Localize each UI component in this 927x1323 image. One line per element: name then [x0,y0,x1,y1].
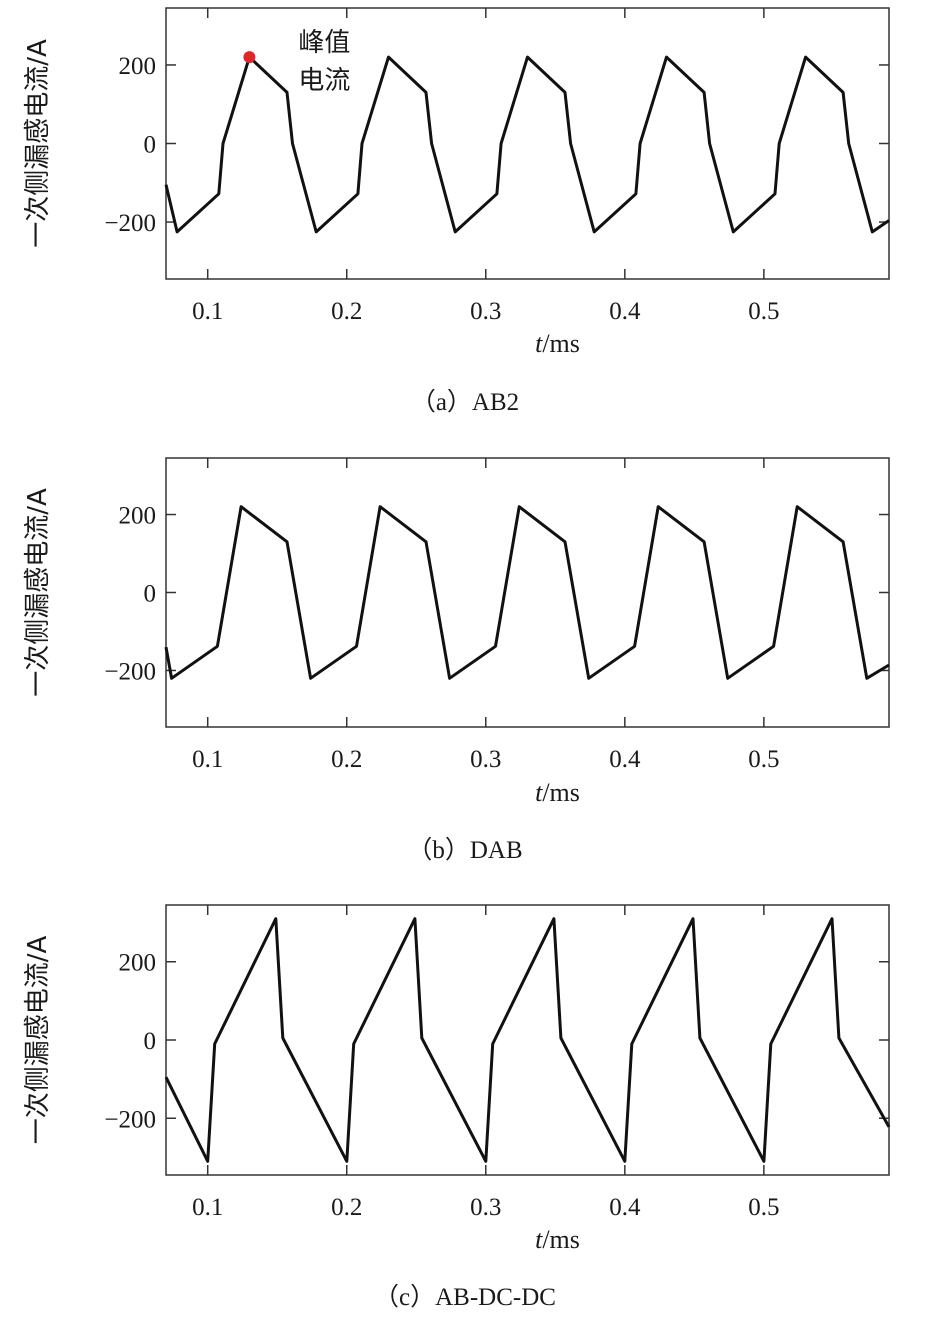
y-tick-label: 200 [119,53,157,80]
x-tick-label: 0.2 [331,746,362,773]
x-axis-title: t/ms [535,1225,580,1254]
peak-marker [243,51,256,64]
peak-annotation-line1: 峰值 [298,28,350,58]
plot-frame [165,457,890,728]
panel-caption: （b）DAB [407,836,522,864]
x-axis-title: t/ms [535,778,580,807]
y-tick-label: 200 [119,950,157,977]
x-axis-var: t [535,1225,543,1254]
x-tick-label: 0.3 [470,746,501,773]
x-tick-label: 0.5 [748,1194,779,1221]
y-tick-label: 0 [144,132,157,159]
x-tick-label: 0.3 [470,1194,501,1221]
x-tick-label: 0.4 [609,1194,641,1221]
chart-panel-3: 0.1 0.2 0.3 0.4 0.5 200 0 −200 t/ms 一次侧漏感电流/A （c）A… [23,904,891,1311]
y-tick-label: −200 [104,210,156,237]
x-tick-label: 0.2 [331,298,362,325]
y-tick-label: −200 [104,1106,156,1133]
x-axis-unit: /ms [542,1225,580,1254]
y-axis-title: 一次侧漏感电流/A [23,488,53,697]
series-line-dab [164,505,890,680]
chart-panel-2: 0.1 0.2 0.3 0.4 0.5 200 0 −200 t/ms 一次侧漏感电流/A （b）D… [23,457,890,864]
x-axis-unit: /ms [542,329,580,358]
x-tick-label: 0.5 [748,298,779,325]
plot-frame [165,904,890,1176]
x-tick-label: 0.1 [192,298,223,325]
x-tick-label: 0.4 [609,298,641,325]
panel-caption: （a）AB2 [411,388,519,416]
x-tick-label: 0.1 [192,746,223,773]
y-tick-label: 0 [144,581,157,608]
x-axis-title: t/ms [535,329,580,358]
series-line-ab2 [164,55,890,234]
y-axis-title: 一次侧漏感电流/A [23,39,53,248]
x-tick-label: 0.3 [470,298,501,325]
x-tick-label: 0.2 [331,1194,362,1221]
chart-panel-1: 0.1 0.2 0.3 0.4 0.5 200 0 −200 t/ms 一次侧漏感电流/A （a）A… [23,7,890,416]
x-tick-label: 0.1 [192,1194,223,1221]
y-tick-label: 200 [119,503,157,530]
x-axis-var: t [535,329,543,358]
y-axis-title: 一次侧漏感电流/A [23,936,53,1145]
panel-caption: （c）AB-DC-DC [374,1283,556,1311]
x-tick-label: 0.5 [748,746,779,773]
series-line-ab-dc-dc [164,917,891,1163]
y-tick-label: −200 [104,658,156,685]
y-tick-label: 0 [144,1028,157,1055]
peak-annotation-line2: 电流 [298,66,350,96]
x-tick-label: 0.4 [609,746,641,773]
x-axis-var: t [535,778,543,807]
x-axis-unit: /ms [542,778,580,807]
